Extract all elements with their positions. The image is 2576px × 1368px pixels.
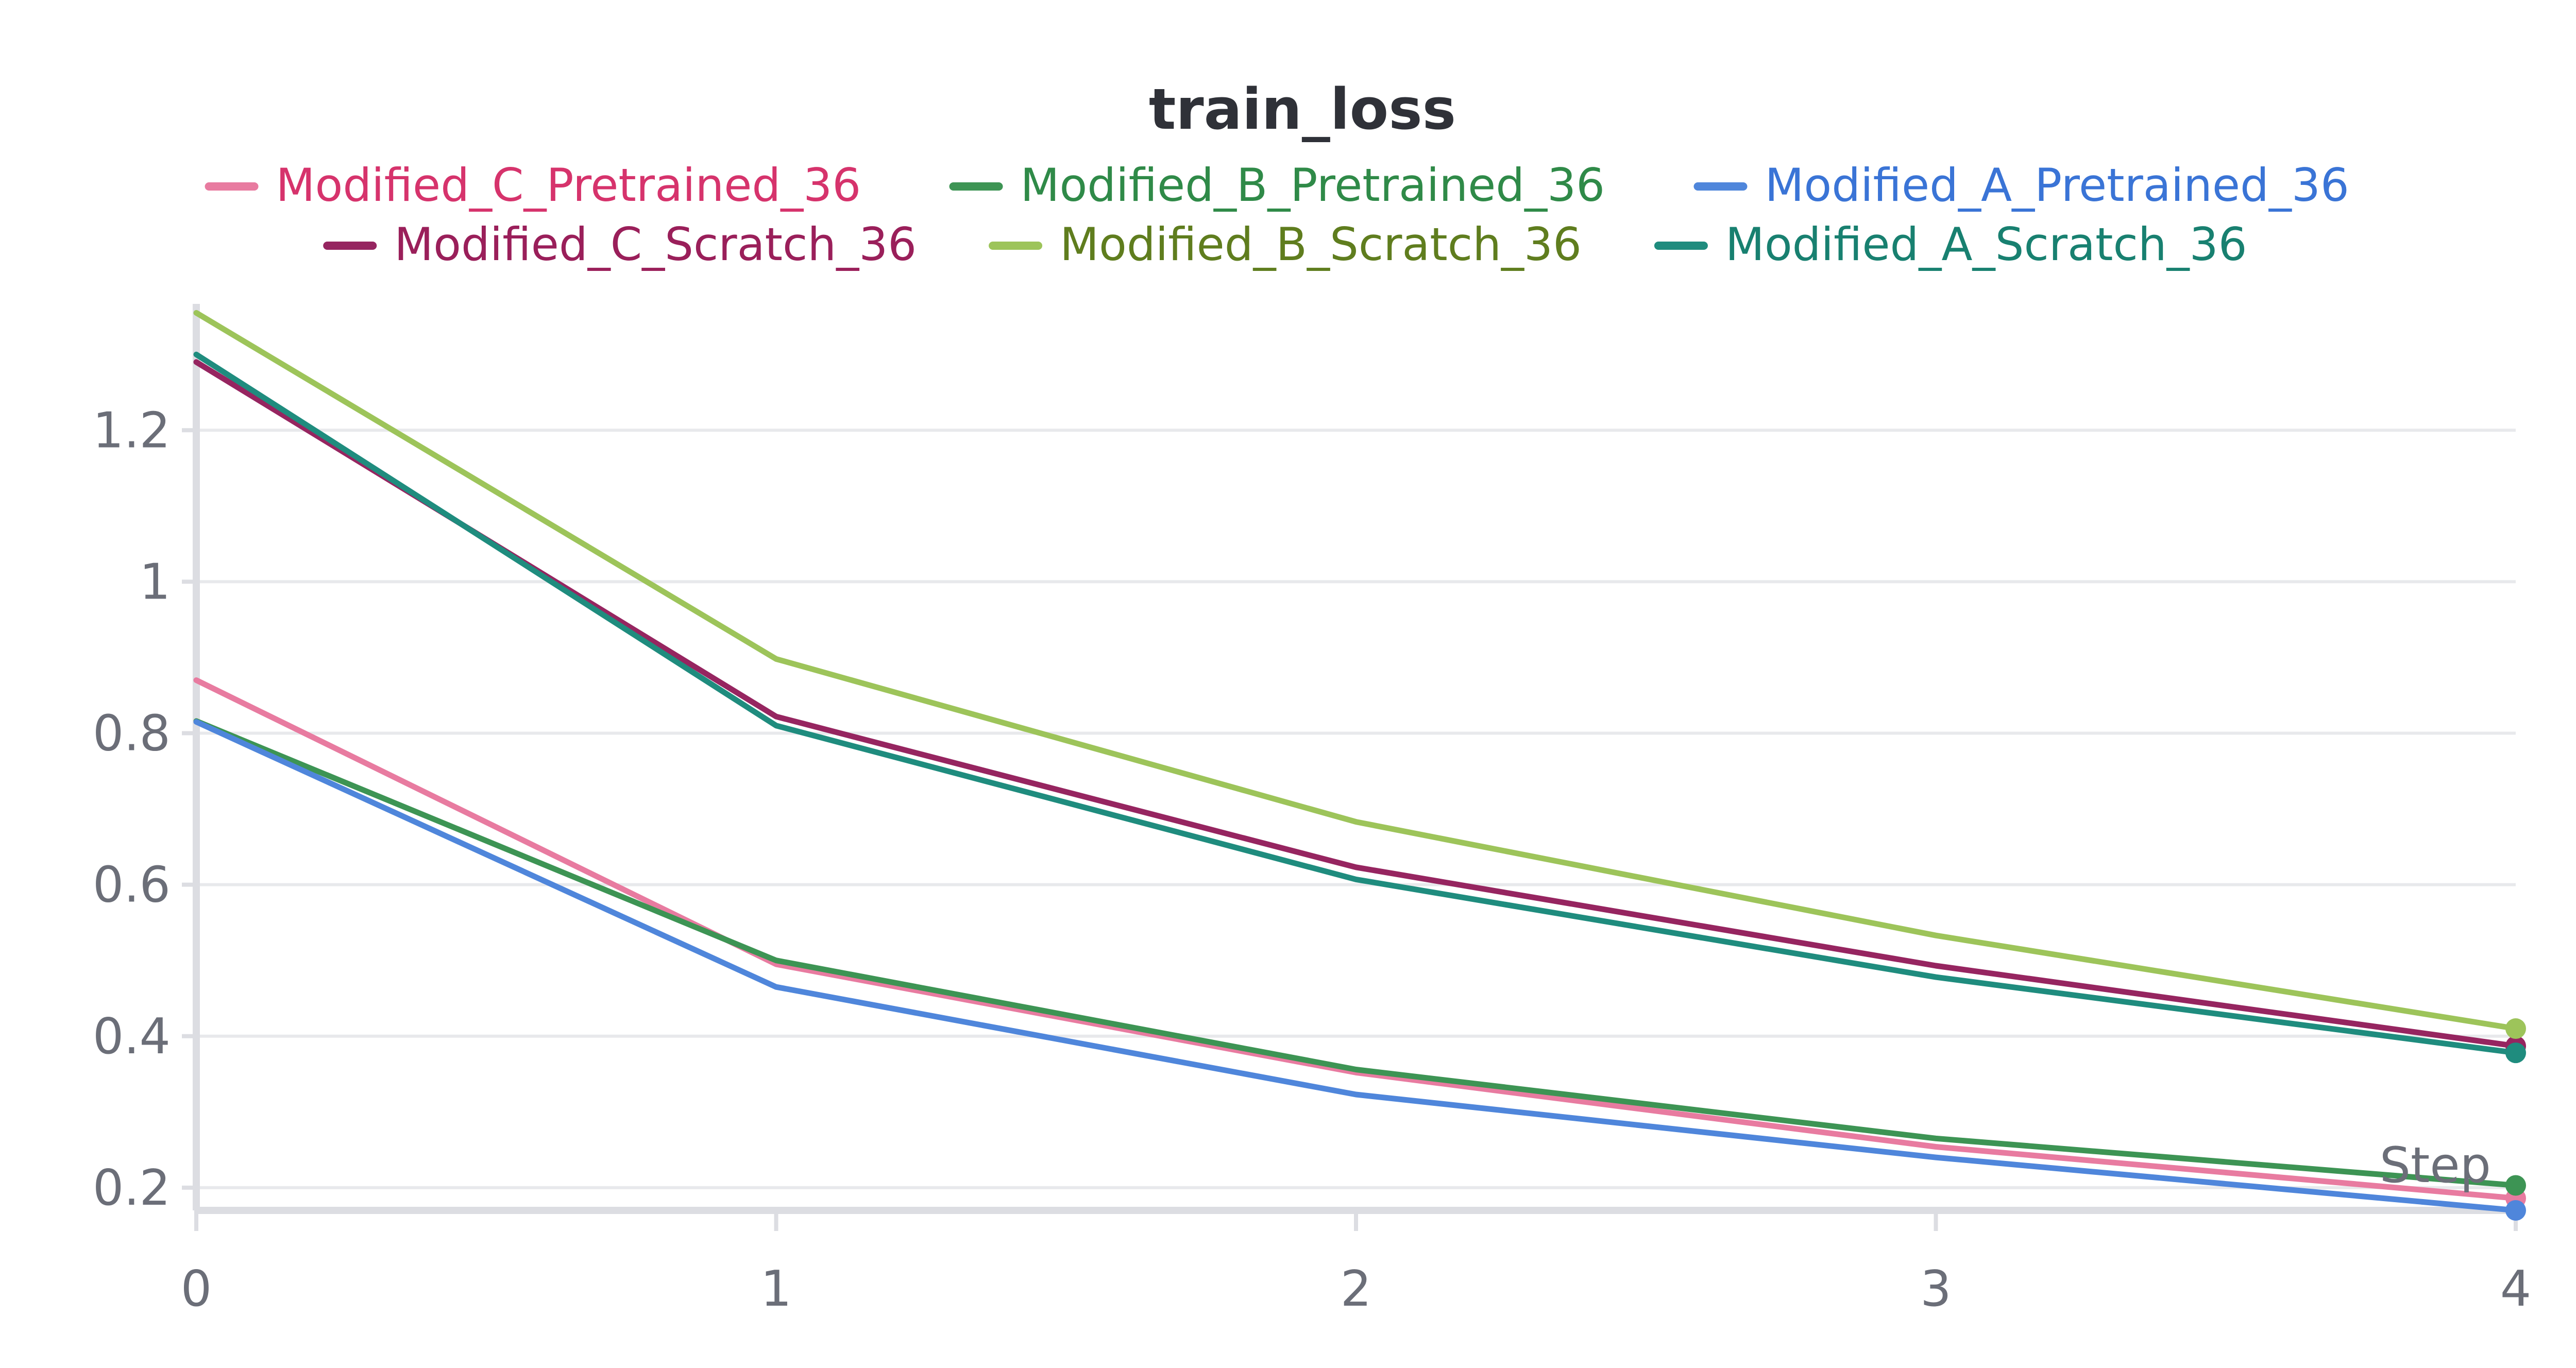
series-line-modified-c-pretrained-36 (193, 677, 2519, 1201)
y-tick-label: 1.2 (93, 402, 171, 459)
series-end-point (2505, 1042, 2526, 1064)
y-axis-ticks: 0.2 0.4 0.6 0.8 1 1.2 (93, 402, 196, 1217)
y-tick-label: 0.2 (93, 1160, 171, 1217)
x-axis-ticks: 0 1 2 3 4 (181, 1210, 2531, 1318)
y-tick-label: 0.4 (93, 1008, 171, 1065)
series-line-modified-a-scratch-36 (193, 351, 2519, 1056)
x-axis-title: Step (2380, 1137, 2491, 1194)
legend-label[interactable]: Modified_A_Scratch_36 (1725, 218, 2247, 271)
series-end-markers (2505, 1018, 2526, 1221)
legend-label[interactable]: Modified_C_Scratch_36 (394, 218, 917, 271)
chart-title: train_loss (1149, 76, 1456, 142)
legend: Modified_C_Pretrained_36 Modified_B_Pretr… (205, 159, 2349, 271)
series-end-point (2505, 1018, 2526, 1039)
legend-label[interactable]: Modified_A_Pretrained_36 (1765, 159, 2349, 212)
x-tick-label: 3 (1920, 1261, 1951, 1318)
legend-label[interactable]: Modified_C_Pretrained_36 (276, 159, 861, 212)
series-line-modified-a-pretrained-36 (193, 719, 2519, 1213)
legend-label[interactable]: Modified_B_Pretrained_36 (1021, 159, 1605, 212)
series-line-modified-b-scratch-36 (193, 310, 2519, 1032)
x-tick-label: 2 (1341, 1261, 1371, 1318)
series-line-modified-b-pretrained-36 (193, 718, 2519, 1188)
x-tick-label: 1 (760, 1261, 791, 1318)
series-end-point (2505, 1200, 2526, 1221)
y-tick-label: 1 (140, 554, 171, 610)
series-end-point (2505, 1175, 2526, 1196)
grid-lines (196, 429, 2516, 1189)
y-tick-label: 0.6 (93, 857, 171, 914)
series-line-modified-c-scratch-36 (193, 359, 2519, 1049)
series-lines (193, 310, 2519, 1213)
x-tick-label: 0 (181, 1261, 212, 1318)
legend-label[interactable]: Modified_B_Scratch_36 (1060, 218, 1582, 271)
x-tick-label: 4 (2500, 1261, 2531, 1318)
y-tick-label: 0.8 (93, 706, 171, 762)
